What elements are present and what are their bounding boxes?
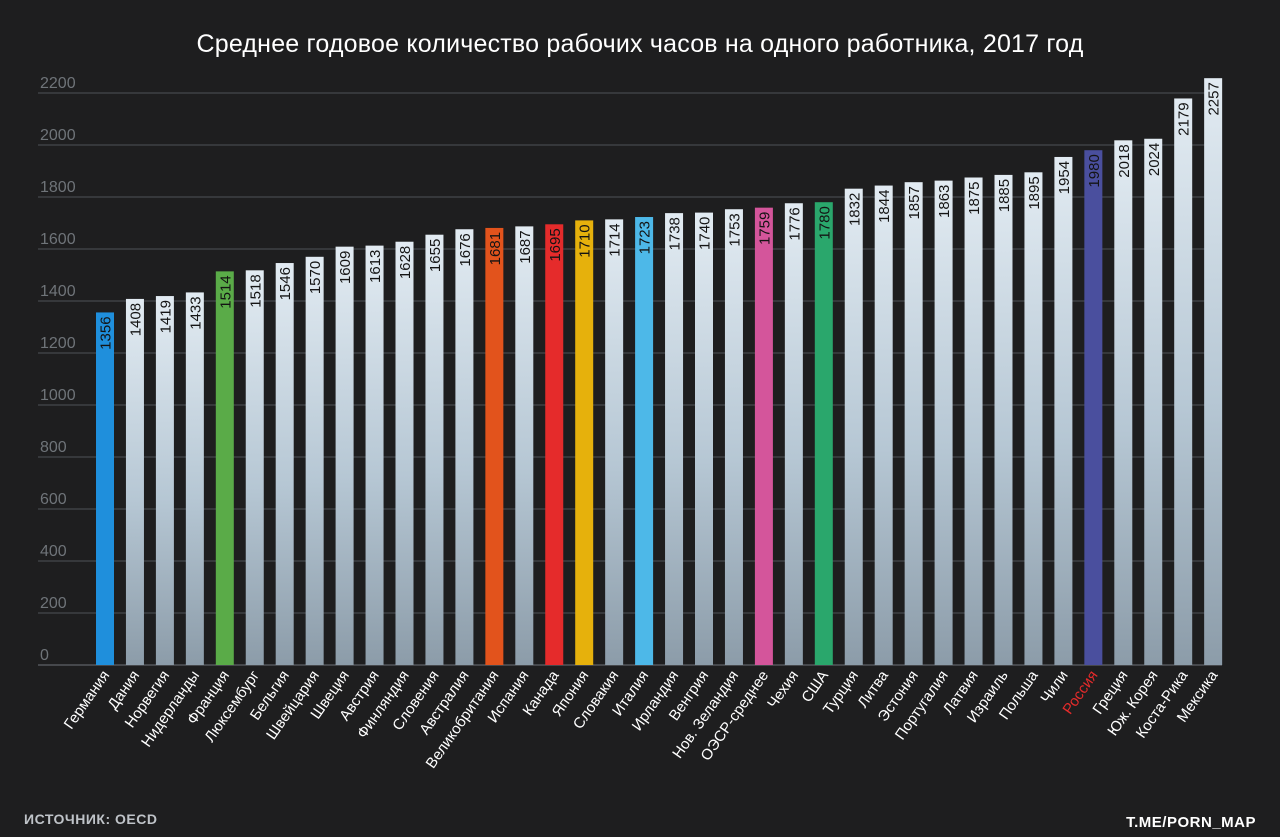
grid-lines	[38, 92, 1222, 666]
value-label: 1676	[457, 233, 474, 266]
value-labels: 1356 1408 1419 1433 1514 1518 1546 1570 1609 1613…	[98, 82, 1223, 350]
bar	[395, 241, 414, 665]
value-label: 1738	[667, 217, 684, 250]
credit-text: T.ME/PORN_MAP	[1126, 814, 1256, 831]
bar	[1084, 150, 1103, 665]
bar	[724, 209, 743, 665]
bar	[425, 234, 444, 665]
bar	[904, 182, 923, 665]
bar	[1204, 78, 1223, 666]
bar	[305, 256, 324, 665]
bar	[245, 270, 264, 665]
y-tick-label: 400	[40, 543, 67, 560]
y-tick-label: 600	[40, 491, 67, 508]
value-label: 1954	[1056, 161, 1073, 194]
bar	[155, 296, 174, 665]
value-label: 2257	[1206, 82, 1223, 115]
value-label: 1628	[397, 246, 414, 279]
value-label: 1408	[127, 303, 144, 336]
value-label: 1514	[217, 275, 234, 308]
category-label: Чехия	[764, 668, 802, 712]
chart-title: Среднее годовое количество рабочих часов…	[196, 30, 1084, 58]
bar	[994, 174, 1013, 665]
y-tick-label: 1400	[40, 283, 76, 300]
value-label: 1356	[98, 316, 115, 349]
y-tick-label: 2000	[40, 127, 76, 144]
bar	[784, 203, 803, 666]
x-axis-labels: ГерманияДанияНорвегияНидерландыФранцияЛю…	[61, 667, 1222, 772]
value-label: 1570	[307, 261, 324, 294]
value-label: 1844	[876, 190, 893, 223]
value-label: 1759	[756, 212, 773, 245]
bar	[1114, 140, 1133, 665]
bar	[125, 298, 144, 665]
value-label: 1832	[846, 193, 863, 226]
bar	[844, 188, 863, 665]
bar	[754, 207, 773, 665]
bar	[545, 224, 564, 666]
value-label: 2024	[1146, 143, 1163, 176]
bar	[275, 263, 294, 665]
value-label: 2018	[1116, 144, 1133, 177]
bar	[455, 229, 474, 666]
bar	[1054, 156, 1073, 665]
source-note: ИСТОЧНИК: OECD	[24, 811, 158, 827]
bar	[635, 217, 654, 665]
value-label: 1518	[247, 274, 264, 307]
value-label: 1710	[577, 224, 594, 257]
bar	[575, 220, 594, 665]
bar	[665, 213, 684, 665]
y-tick-label: 200	[40, 595, 67, 612]
bar	[485, 227, 504, 665]
bar	[185, 292, 204, 665]
y-tick-label: 0	[40, 647, 49, 664]
value-label: 1885	[996, 179, 1013, 212]
bar	[1024, 172, 1043, 666]
value-label: 1613	[367, 250, 384, 283]
bar	[605, 219, 624, 666]
bar	[695, 212, 713, 665]
bar	[365, 245, 384, 665]
value-label: 1895	[1026, 176, 1043, 209]
value-label: 1776	[786, 207, 803, 240]
bar	[515, 226, 534, 665]
value-label: 1695	[547, 228, 564, 261]
bar	[874, 185, 893, 665]
bar	[964, 177, 983, 665]
value-label: 1740	[697, 217, 714, 250]
bar	[335, 246, 354, 665]
value-label: 1875	[966, 182, 983, 215]
y-axis-ticks: 0 200 400 600 800 1000 1200 1400 1600 1800 2000 220…	[40, 75, 76, 664]
value-label: 1655	[427, 239, 444, 272]
y-tick-label: 1800	[40, 179, 76, 196]
value-label: 1753	[726, 213, 743, 246]
value-label: 1609	[337, 251, 354, 284]
y-tick-label: 1600	[40, 231, 76, 248]
value-label: 2179	[1176, 102, 1193, 135]
value-label: 1546	[277, 267, 294, 300]
y-tick-label: 2200	[40, 75, 76, 92]
value-label: 1433	[187, 296, 204, 329]
bars	[96, 78, 1223, 666]
value-label: 1723	[637, 221, 654, 254]
bar	[215, 271, 234, 665]
y-tick-label: 1200	[40, 335, 76, 352]
bar	[1174, 98, 1193, 665]
value-label: 1780	[816, 206, 833, 239]
value-label: 1419	[157, 300, 174, 333]
value-label: 1681	[487, 232, 504, 265]
bar	[96, 312, 114, 665]
y-tick-label: 800	[40, 439, 67, 456]
bar	[1144, 138, 1163, 665]
value-label: 1980	[1086, 154, 1103, 187]
value-label: 1714	[607, 223, 624, 256]
bar	[934, 180, 953, 665]
y-tick-label: 1000	[40, 387, 76, 404]
value-label: 1857	[906, 186, 923, 219]
value-label: 1687	[517, 230, 534, 263]
value-label: 1863	[936, 185, 953, 218]
bar	[814, 202, 833, 665]
